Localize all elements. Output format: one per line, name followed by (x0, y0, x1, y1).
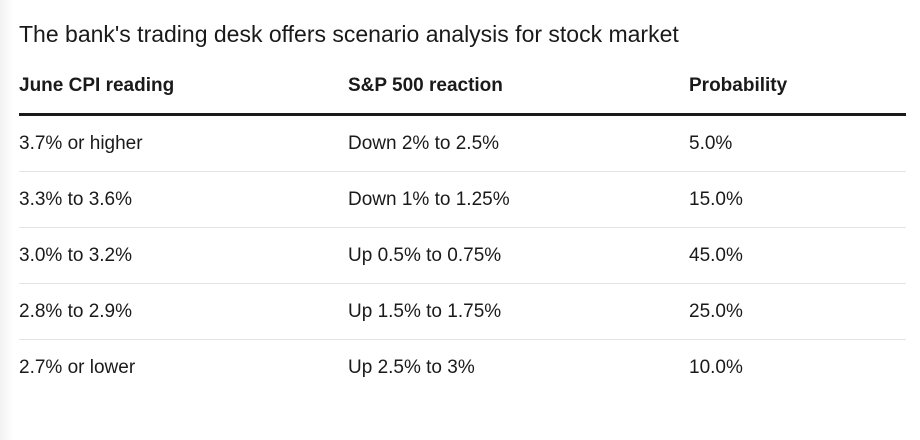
probability-cell: 25.0% (689, 301, 743, 322)
header-divider (19, 113, 906, 116)
cpi-reading-cell: 3.3% to 3.6% (19, 189, 133, 210)
cpi-reading-cell: 3.0% to 3.2% (19, 245, 133, 266)
row-divider (19, 339, 906, 340)
table-title: The bank's trading desk offers scenario … (19, 21, 679, 47)
column-header-probability: Probability (689, 75, 788, 96)
probability-cell: 5.0% (689, 133, 733, 154)
sp500-reaction-cell: Up 2.5% to 3% (348, 357, 475, 378)
row-divider (19, 283, 906, 284)
cpi-reading-cell: 2.8% to 2.9% (19, 301, 133, 322)
sp500-reaction-cell: Down 2% to 2.5% (348, 133, 500, 154)
probability-cell: 15.0% (689, 189, 743, 210)
table-row: 2.7% or lower Up 2.5% to 3% 10.0% (19, 340, 906, 396)
table-row: 3.3% to 3.6% Down 1% to 1.25% 15.0% (19, 172, 906, 228)
cpi-reading-cell: 3.7% or higher (19, 133, 143, 154)
sp500-reaction-cell: Down 1% to 1.25% (348, 189, 510, 210)
cpi-reading-cell: 2.7% or lower (19, 357, 136, 378)
left-edge-shadow (0, 0, 14, 440)
probability-cell: 10.0% (689, 357, 743, 378)
column-header-sp500: S&P 500 reaction (348, 75, 503, 96)
probability-cell: 45.0% (689, 245, 743, 266)
table-row: 3.7% or higher Down 2% to 2.5% 5.0% (19, 116, 906, 172)
table-row: 2.8% to 2.9% Up 1.5% to 1.75% 25.0% (19, 284, 906, 340)
column-header-cpi: June CPI reading (19, 75, 175, 96)
sp500-reaction-cell: Up 1.5% to 1.75% (348, 301, 502, 322)
sp500-reaction-cell: Up 0.5% to 0.75% (348, 245, 502, 266)
row-divider (19, 227, 906, 228)
table-header-row: June CPI reading S&P 500 reaction Probab… (19, 72, 906, 100)
table-row: 3.0% to 3.2% Up 0.5% to 0.75% 45.0% (19, 228, 906, 284)
row-divider (19, 171, 906, 172)
